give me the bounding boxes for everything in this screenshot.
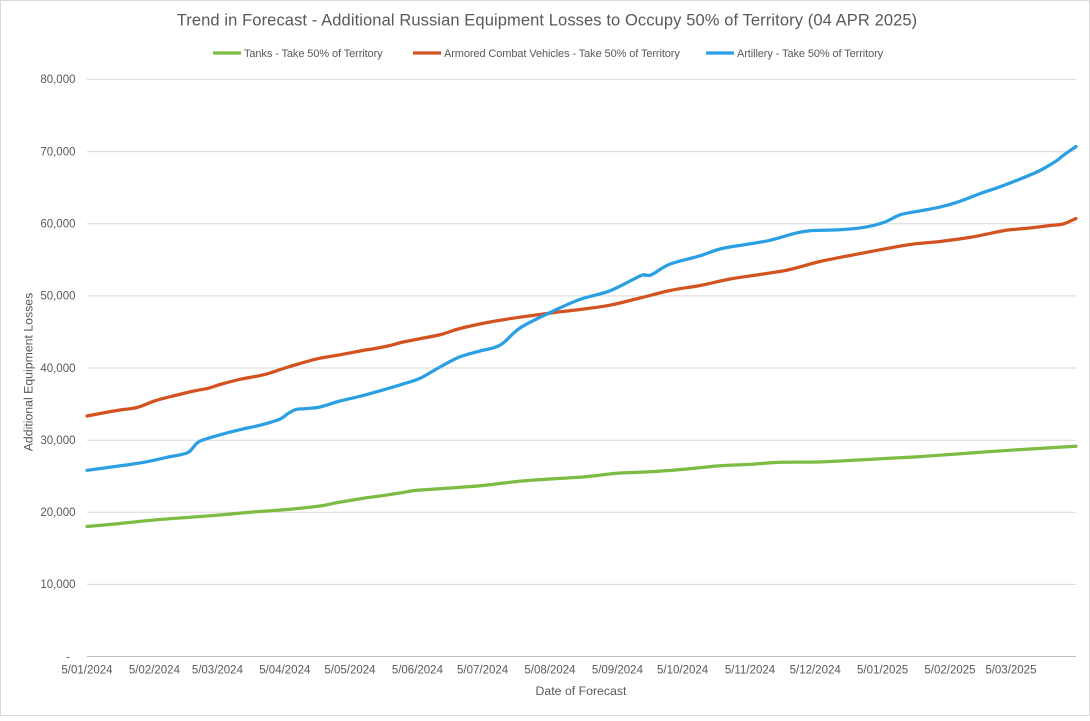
svg-text:5/12/2024: 5/12/2024 — [790, 665, 842, 677]
svg-text:-: - — [66, 651, 70, 663]
svg-text:5/10/2024: 5/10/2024 — [657, 665, 709, 677]
svg-text:60,000: 60,000 — [40, 219, 75, 231]
svg-text:5/06/2024: 5/06/2024 — [392, 665, 444, 677]
svg-text:5/07/2024: 5/07/2024 — [457, 665, 509, 677]
svg-text:Additional Equipment Losses: Additional Equipment Losses — [22, 293, 36, 452]
svg-text:5/04/2024: 5/04/2024 — [259, 665, 311, 677]
svg-text:50,000: 50,000 — [40, 291, 75, 303]
svg-text:Date of Forecast: Date of Forecast — [536, 684, 627, 698]
svg-text:5/11/2024: 5/11/2024 — [725, 665, 776, 677]
svg-text:20,000: 20,000 — [40, 507, 75, 519]
svg-text:30,000: 30,000 — [40, 435, 75, 447]
svg-text:5/02/2025: 5/02/2025 — [924, 665, 975, 677]
svg-text:40,000: 40,000 — [40, 363, 75, 375]
svg-text:5/01/2025: 5/01/2025 — [857, 665, 908, 677]
svg-text:5/03/2025: 5/03/2025 — [985, 665, 1036, 677]
svg-text:5/08/2024: 5/08/2024 — [524, 665, 576, 677]
svg-text:5/03/2024: 5/03/2024 — [192, 665, 244, 677]
svg-text:5/02/2024: 5/02/2024 — [129, 665, 181, 677]
svg-text:Armored Combat Vehicles - Take: Armored Combat Vehicles - Take 50% of Te… — [444, 48, 680, 60]
svg-text:Trend in Forecast - Additional: Trend in Forecast - Additional Russian E… — [177, 12, 918, 30]
svg-text:Tanks - Take 50% of Territory: Tanks - Take 50% of Territory — [244, 48, 383, 60]
svg-text:5/09/2024: 5/09/2024 — [592, 665, 644, 677]
svg-text:70,000: 70,000 — [40, 146, 75, 158]
svg-text:5/01/2024: 5/01/2024 — [61, 665, 113, 677]
svg-text:5/05/2024: 5/05/2024 — [324, 665, 376, 677]
svg-text:Artillery - Take 50% of Territ: Artillery - Take 50% of Territory — [737, 48, 884, 60]
svg-text:10,000: 10,000 — [40, 579, 75, 591]
svg-text:80,000: 80,000 — [40, 74, 75, 86]
